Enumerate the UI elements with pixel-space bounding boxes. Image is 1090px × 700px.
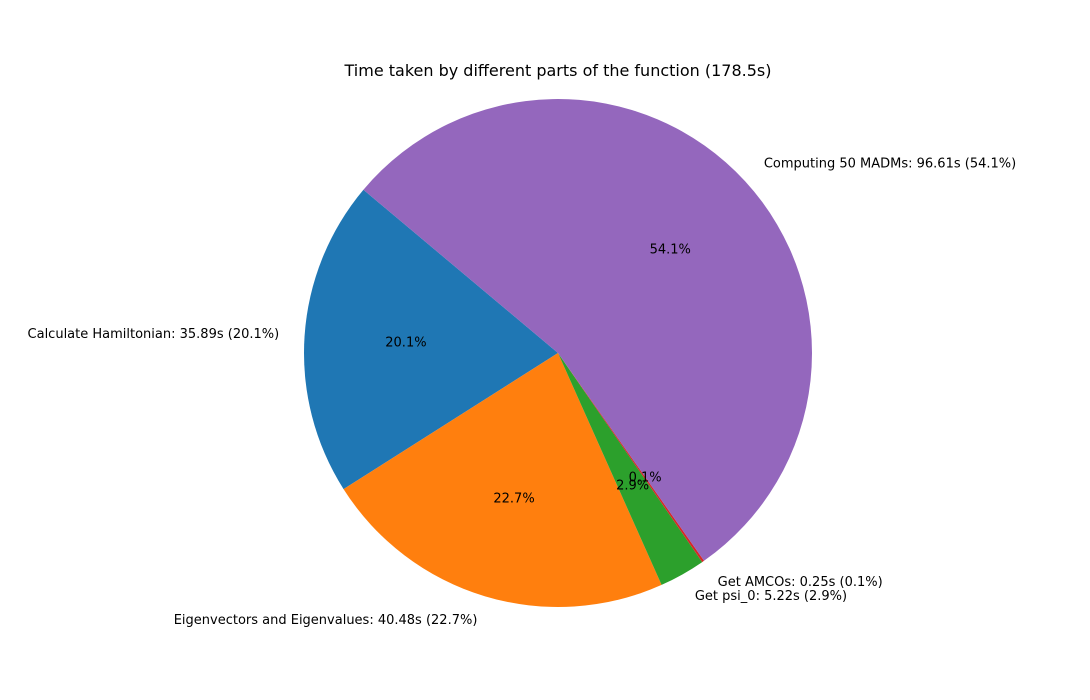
percent-label: 22.7% bbox=[493, 491, 534, 506]
pie-slice bbox=[558, 353, 705, 563]
percent-label: 0.1% bbox=[629, 471, 662, 486]
slice-labels: Calculate Hamiltonian: 35.89s (20.1%) Eig… bbox=[28, 157, 1017, 628]
pie-slices bbox=[304, 98, 812, 608]
pie-slice bbox=[558, 353, 703, 585]
slice-label: Get AMCOs: 0.25s (0.1%) bbox=[718, 575, 883, 590]
percent-label: 54.1% bbox=[650, 242, 691, 257]
pie-slice bbox=[304, 189, 558, 490]
chart-title: Time taken by different parts of the fun… bbox=[344, 61, 772, 80]
slice-label: Computing 50 MADMs: 96.61s (54.1%) bbox=[764, 157, 1016, 172]
slice-label: Calculate Hamiltonian: 35.89s (20.1%) bbox=[28, 327, 280, 342]
slice-label: Get psi_0: 5.22s (2.9%) bbox=[695, 589, 847, 604]
pie-slice bbox=[363, 98, 812, 561]
percent-labels: 20.1% 22.7% 2.9%0.1% 54.1% bbox=[385, 242, 691, 506]
percent-label: 20.1% bbox=[385, 335, 426, 350]
slice-label: Eigenvectors and Eigenvalues: 40.48s (22… bbox=[174, 613, 478, 628]
pie-slice bbox=[343, 353, 662, 608]
percent-label: 2.9% bbox=[616, 478, 649, 493]
